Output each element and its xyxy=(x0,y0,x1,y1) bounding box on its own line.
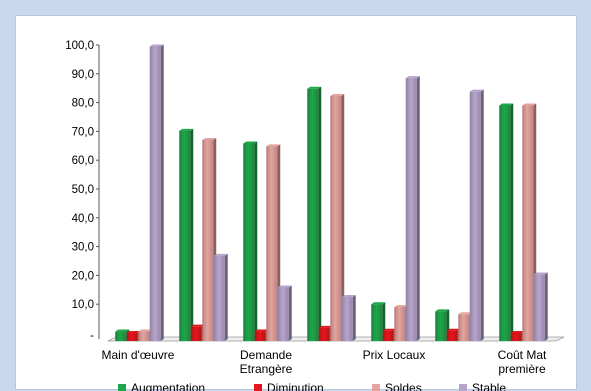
legend-label: Soldes xyxy=(385,381,422,391)
bar-top xyxy=(213,253,228,256)
bar-side xyxy=(352,295,356,341)
bar-soldes xyxy=(522,105,534,341)
bar-side xyxy=(254,141,258,341)
x-category-label: Etrangère xyxy=(240,362,293,376)
bar-augmentation xyxy=(435,311,447,341)
bar-stable xyxy=(533,274,545,341)
bar-diminution xyxy=(318,327,330,341)
bar-side xyxy=(224,253,228,341)
x-category-label: Prix Locaux xyxy=(363,348,426,362)
y-tick-label: 20,0 xyxy=(72,270,94,282)
y-tick-label-zero: - xyxy=(90,330,94,342)
y-tick-label: 50,0 xyxy=(72,184,94,196)
bar-top xyxy=(371,302,386,305)
y-tick-label: 40,0 xyxy=(72,213,94,225)
bar-top xyxy=(446,328,461,331)
bar-side xyxy=(288,285,292,341)
y-tick-label: 100,0 xyxy=(65,40,94,52)
bar-stable xyxy=(213,255,225,341)
bar-top xyxy=(458,312,473,315)
bar-top xyxy=(149,44,164,47)
bar-stable xyxy=(469,91,481,341)
bar-top xyxy=(341,295,356,297)
bar-diminution xyxy=(510,333,522,341)
bar-soldes xyxy=(394,307,406,341)
bar-top xyxy=(522,103,537,106)
bar-augmentation xyxy=(499,105,511,341)
bar-augmentation xyxy=(179,130,191,341)
bar-augmentation xyxy=(307,88,319,341)
legend-label: Stable xyxy=(472,381,506,391)
bar-soldes xyxy=(458,314,470,341)
bar-top xyxy=(318,325,333,328)
y-tick-label: 10,0 xyxy=(72,299,94,311)
bar-augmentation xyxy=(371,304,383,341)
bar-top xyxy=(394,305,409,308)
bar-side xyxy=(318,86,322,341)
bar-side xyxy=(190,128,194,341)
bar-top xyxy=(266,144,281,147)
bar-top xyxy=(469,89,484,92)
bar-top xyxy=(307,86,322,89)
bar-stable xyxy=(277,287,289,341)
bar-diminution xyxy=(446,330,458,341)
bar-top xyxy=(126,331,141,333)
bar-soldes xyxy=(330,95,342,341)
y-tick-label: 90,0 xyxy=(72,69,94,81)
bar-side xyxy=(416,76,420,341)
chart-panel: 10,0 20,0 30,0 40,0 50,0 60,0 70,0 80,0 90,0 100,… xyxy=(15,15,577,391)
bar-top xyxy=(277,285,292,288)
bar-top xyxy=(435,309,450,312)
bar-diminution xyxy=(126,333,138,341)
bar-diminution xyxy=(382,330,394,341)
y-tick-label: 80,0 xyxy=(72,98,94,110)
bar-augmentation xyxy=(115,331,127,341)
bar-top xyxy=(382,328,397,331)
legend-swatch xyxy=(118,384,126,391)
bar-diminution xyxy=(190,326,202,341)
x-category-label: Coût Mat xyxy=(498,348,547,362)
bar-top xyxy=(510,331,525,333)
bar-soldes xyxy=(202,140,214,341)
bar-soldes xyxy=(266,146,278,341)
bar-soldes xyxy=(138,331,150,341)
bar-top xyxy=(179,128,194,131)
bar-top xyxy=(243,141,258,144)
bar-stable xyxy=(405,78,417,341)
y-tick-label: 70,0 xyxy=(72,126,94,138)
x-category-label: Main d'œuvre xyxy=(102,348,175,362)
bar-chart: 10,0 20,0 30,0 40,0 50,0 60,0 70,0 80,0 90,0 100,… xyxy=(65,40,565,391)
bar-top xyxy=(254,329,269,332)
bar-side xyxy=(510,103,514,341)
bar-side xyxy=(341,93,345,341)
bar-side xyxy=(160,44,164,341)
legend-swatch xyxy=(254,384,262,391)
bar-augmentation xyxy=(243,143,255,341)
legend-label: Diminution xyxy=(267,381,324,391)
legend-swatch xyxy=(459,384,467,391)
x-category-label: première xyxy=(498,362,546,376)
bar-side xyxy=(480,89,484,341)
y-tick-label: 30,0 xyxy=(72,242,94,254)
bar-side xyxy=(544,272,548,341)
bar-diminution xyxy=(254,331,266,341)
bar-top xyxy=(115,329,130,332)
bar-top xyxy=(533,272,548,275)
bar-stable xyxy=(149,46,161,341)
bar-top xyxy=(499,103,514,106)
bar-top xyxy=(330,93,345,96)
legend-swatch xyxy=(372,384,380,391)
bar-top xyxy=(138,329,153,332)
bar-top xyxy=(190,324,205,327)
y-tick-label: 60,0 xyxy=(72,155,94,167)
bar-top xyxy=(202,138,217,141)
bar-stable xyxy=(341,297,353,341)
bar-top xyxy=(405,76,420,79)
x-category-label: Demande xyxy=(240,348,292,362)
legend-label: Augmentation xyxy=(131,381,205,391)
